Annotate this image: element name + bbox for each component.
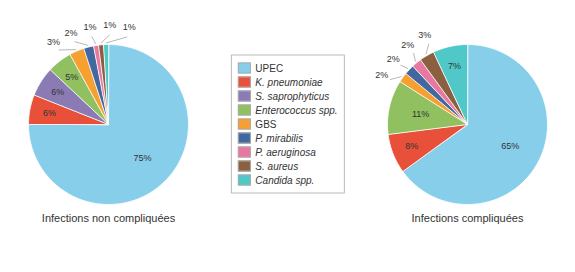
svg-text:3%: 3%: [418, 30, 431, 40]
html-text:UPEC: UPEC: [255, 62, 284, 73]
html-text:Candida spp.: Candida spp.: [255, 174, 315, 185]
svg-text:2%: 2%: [387, 54, 400, 64]
svg-text:5%: 5%: [65, 72, 78, 82]
svg-text:2%: 2%: [64, 28, 77, 38]
svg-text:3%: 3%: [47, 37, 60, 47]
html-text:S. aureus: S. aureus: [255, 160, 299, 171]
svg-text:1%: 1%: [123, 22, 136, 32]
html-text:K. pneumoniae: K. pneumoniae: [255, 76, 323, 87]
svg-text:2%: 2%: [401, 40, 414, 50]
html-text:P. mirabilis: P. mirabilis: [255, 132, 303, 143]
svg-text:11%: 11%: [412, 109, 429, 119]
html-text:S. saprophyticus: S. saprophyticus: [255, 90, 330, 101]
html-text:P. aeruginosa: P. aeruginosa: [255, 146, 316, 157]
svg-text:1%: 1%: [103, 20, 116, 30]
svg-text:6%: 6%: [51, 87, 64, 97]
html-text:Enterococcus spp.: Enterococcus spp.: [255, 104, 338, 115]
svg-text:Infections non compliquées: Infections non compliquées: [42, 212, 176, 224]
html-text:GBS: GBS: [255, 118, 277, 129]
svg-text:65%: 65%: [501, 141, 519, 151]
svg-text:7%: 7%: [448, 61, 461, 71]
svg-text:8%: 8%: [405, 141, 418, 151]
svg-text:Infections compliquées: Infections compliquées: [412, 212, 524, 224]
svg-text:1%: 1%: [83, 22, 96, 32]
svg-text:6%: 6%: [43, 108, 56, 118]
svg-text:75%: 75%: [133, 153, 151, 163]
svg-text:2%: 2%: [375, 70, 388, 80]
